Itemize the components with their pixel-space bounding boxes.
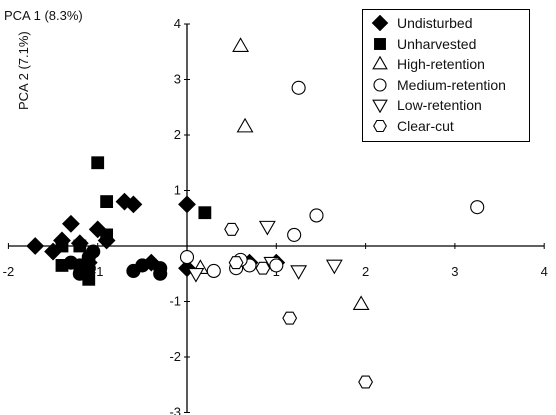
data-point bbox=[290, 265, 308, 280]
data-point bbox=[100, 195, 114, 208]
legend-item: Low-retention bbox=[369, 95, 529, 116]
data-point bbox=[228, 256, 244, 270]
x-axis-title: PCA 1 (8.3%) bbox=[4, 8, 83, 23]
data-point bbox=[206, 263, 221, 279]
data-point bbox=[287, 227, 302, 242]
data-point bbox=[187, 267, 205, 283]
data-point bbox=[269, 258, 284, 273]
legend-marker-triangle-up bbox=[372, 56, 388, 70]
legend-symbol bbox=[372, 99, 388, 114]
legend-symbol bbox=[372, 56, 388, 70]
data-point bbox=[236, 117, 254, 133]
data-point bbox=[62, 214, 80, 233]
y-tick-label: 1 bbox=[174, 183, 181, 198]
data-point bbox=[232, 37, 250, 52]
legend-symbol bbox=[373, 119, 387, 132]
legend-item: High-retention bbox=[369, 54, 529, 75]
data-point bbox=[198, 206, 212, 220]
legend-symbol bbox=[373, 78, 387, 92]
y-tick-label: -2 bbox=[169, 349, 181, 364]
legend-marker-triangle-down bbox=[372, 99, 388, 114]
data-point bbox=[178, 195, 196, 214]
data-point bbox=[91, 156, 105, 170]
data-point bbox=[258, 220, 276, 236]
y-tick-label: 2 bbox=[174, 127, 181, 142]
series-hexagon-6 bbox=[224, 222, 374, 389]
legend-marker-diamond bbox=[371, 15, 389, 32]
y-tick-label: -3 bbox=[169, 405, 181, 415]
legend-item: Unharvested bbox=[369, 34, 529, 55]
y-axis-title: PCA 2 (7.1%) bbox=[16, 31, 31, 110]
data-point bbox=[153, 266, 168, 281]
x-tick-label: 2 bbox=[362, 264, 369, 279]
y-tick-label: 3 bbox=[174, 72, 181, 87]
x-tick-label: -1 bbox=[92, 264, 104, 279]
y-tick-label: 4 bbox=[174, 16, 181, 31]
legend-item: Clear-cut bbox=[369, 116, 529, 137]
series-circle-2 bbox=[63, 244, 168, 281]
data-point bbox=[86, 244, 101, 259]
legend-label: Medium-retention bbox=[397, 76, 506, 93]
x-tick-label: 3 bbox=[451, 264, 458, 279]
legend-symbol bbox=[371, 15, 389, 32]
data-point bbox=[100, 228, 114, 242]
data-point bbox=[291, 80, 306, 95]
legend-label: Undisturbed bbox=[397, 15, 473, 32]
x-tick-label: -2 bbox=[3, 264, 15, 279]
data-point bbox=[115, 192, 134, 211]
legend-label: Clear-cut bbox=[397, 117, 454, 134]
legend-item: Undisturbed bbox=[369, 13, 529, 34]
legend-symbol bbox=[374, 37, 386, 50]
data-point bbox=[470, 200, 485, 215]
data-point bbox=[309, 208, 324, 223]
data-point bbox=[325, 259, 343, 275]
data-point bbox=[224, 222, 240, 236]
legend-label: Low-retention bbox=[397, 97, 482, 114]
data-point bbox=[26, 237, 45, 255]
legend-marker-hexagon bbox=[373, 119, 387, 132]
data-point bbox=[179, 250, 195, 265]
legend-marker-circle bbox=[373, 78, 387, 92]
data-point bbox=[124, 195, 143, 214]
legend: Undisturbed Unharvested High-retention Medi… bbox=[362, 9, 530, 142]
data-point bbox=[352, 295, 370, 311]
legend-item: Medium-retention bbox=[369, 75, 529, 96]
data-point bbox=[55, 239, 69, 253]
data-point bbox=[135, 258, 150, 273]
legend-marker-square bbox=[374, 37, 386, 50]
legend-label: High-retention bbox=[397, 56, 485, 73]
y-tick-label: -1 bbox=[169, 294, 181, 309]
data-point bbox=[255, 261, 271, 275]
data-point bbox=[358, 375, 374, 389]
data-point bbox=[282, 311, 298, 325]
legend-label: Unharvested bbox=[397, 35, 477, 52]
data-point bbox=[73, 239, 87, 253]
x-tick-label: 4 bbox=[541, 264, 548, 279]
